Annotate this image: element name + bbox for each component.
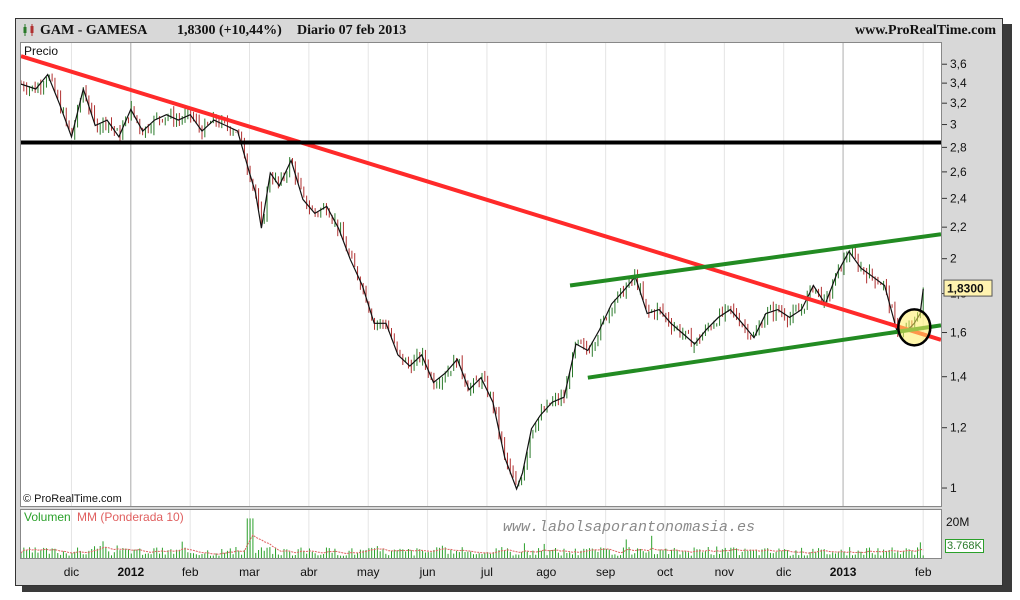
time-axis-ticks: dic 2012 feb mar abr may jun jul ago sep oct nov dic… — [64, 565, 932, 579]
price-tick-label: 2,6 — [950, 165, 967, 179]
month-label: dic — [64, 565, 79, 579]
price-tick-label: 1 — [950, 481, 957, 495]
price-panel-label: Precio — [24, 44, 59, 58]
month-label: sep — [596, 565, 616, 579]
volume-axis: 20M 3.768K — [942, 509, 1000, 559]
last-price-box — [943, 279, 993, 297]
trendline — [569, 232, 941, 288]
price-axis-ticks: 3,63,43,232,82,62,42,221,81,61,41,211,83… — [942, 57, 993, 495]
trendline — [21, 54, 941, 342]
volume-plot — [21, 510, 924, 558]
volume-last-label: 3.768K — [945, 539, 984, 553]
month-label: ago — [536, 565, 556, 579]
month-label: jul — [480, 565, 493, 579]
price-panel: Precio © ProRealTime.com — [20, 42, 942, 507]
volume-axis-label: 20M — [946, 515, 970, 529]
time-axis: dic 2012 feb mar abr may jun jul ago sep oct nov dic… — [20, 560, 942, 582]
source-url[interactable]: www.ProRealTime.com — [854, 23, 996, 38]
chart-header: GAM - GAMESA 1,8300 (+10,44%) Diario 07 … — [20, 20, 1000, 42]
copyright: © ProRealTime.com — [23, 493, 122, 505]
price-tick-label: 3,2 — [950, 96, 967, 110]
volume-panel: Volumen MM (Ponderada 10) www.labolsapor… — [20, 509, 942, 559]
moving-average-line — [21, 534, 924, 555]
highlight-circle — [897, 308, 932, 347]
price-tick-label: 2 — [950, 252, 957, 266]
moving-average-label: MM (Ponderada 10) — [77, 510, 184, 524]
month-label: nov — [715, 565, 734, 579]
month-label: 2013 — [830, 565, 857, 579]
trendline — [587, 323, 941, 380]
month-label: feb — [915, 565, 932, 579]
watermark: www.labolsaporantonomasia.es — [503, 519, 756, 536]
last-price-label: 1,8300 — [947, 282, 984, 296]
ticker-title: GAM - GAMESA — [40, 23, 148, 38]
price-tick-label: 3,6 — [950, 57, 967, 71]
price-tick-label: 1,2 — [950, 421, 967, 435]
period-date: Diario 07 feb 2013 — [297, 23, 407, 38]
price-change: 1,8300 (+10,44%) — [177, 23, 282, 38]
price-tick-label: 2,2 — [950, 220, 967, 234]
month-label: abr — [300, 565, 317, 579]
volume-label: Volumen — [24, 510, 71, 524]
month-label: feb — [182, 565, 199, 579]
month-label: oct — [657, 565, 674, 579]
candle-icon — [22, 23, 36, 42]
price-axis: 3,63,43,232,82,62,42,221,81,61,41,211,83… — [942, 42, 1000, 507]
price-tick-label: 2,4 — [950, 191, 967, 205]
price-tick-label: 3 — [950, 118, 957, 132]
price-tick-label: 2,8 — [950, 140, 967, 154]
price-plot — [21, 43, 941, 506]
month-label: mar — [239, 565, 260, 579]
price-tick-label: 3,4 — [950, 76, 967, 90]
month-label: dic — [776, 565, 791, 579]
month-label: jun — [419, 565, 436, 579]
price-tick-label: 1,6 — [950, 326, 967, 340]
price-series-line — [21, 73, 924, 491]
price-tick-label: 1,4 — [950, 370, 967, 384]
month-label: 2012 — [117, 565, 144, 579]
month-label: may — [357, 565, 380, 579]
